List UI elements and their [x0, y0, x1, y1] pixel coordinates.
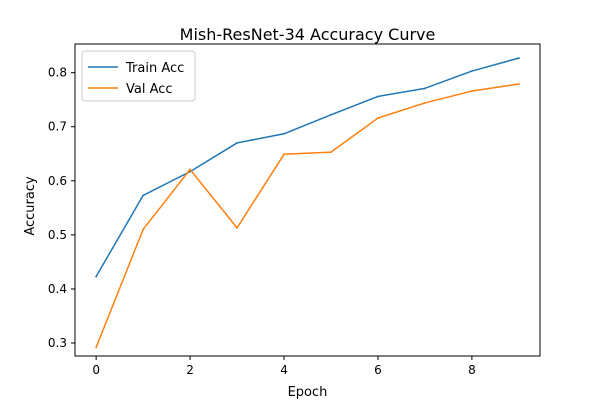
y-tick-label: 0.6: [48, 174, 67, 188]
x-axis-label: Epoch: [288, 385, 328, 400]
y-axis-label: Accuracy: [23, 176, 38, 236]
series-line-val-acc: [95, 83, 520, 349]
data-point-train-acc: [330, 113, 332, 116]
data-point-train-acc: [517, 57, 520, 59]
y-tick-label: 0.3: [48, 336, 67, 350]
data-point-val-acc: [95, 346, 98, 349]
series-line-train-acc: [95, 57, 520, 278]
y-tick-label: 0.8: [48, 66, 67, 80]
x-tick-label: 6: [374, 363, 382, 377]
x-tick-label: 2: [186, 363, 194, 377]
data-point-val-acc: [142, 228, 145, 231]
data-point-val-acc: [517, 83, 520, 85]
series-layer: [95, 57, 520, 349]
data-point-train-acc: [283, 132, 285, 135]
data-point-train-acc: [142, 194, 145, 197]
plot-frame: [74, 43, 541, 357]
x-tick-label: 4: [280, 363, 288, 377]
data-point-val-acc: [189, 168, 191, 171]
data-point-val-acc: [236, 226, 238, 229]
legend: Train Acc Val Acc: [81, 50, 196, 102]
data-point-val-acc: [330, 151, 332, 154]
data-point-train-acc: [470, 70, 473, 72]
legend-label: Val Acc: [126, 82, 173, 97]
x-tick-label: 0: [92, 363, 100, 377]
data-point-val-acc: [377, 117, 379, 119]
data-point-val-acc: [283, 153, 285, 156]
data-point-train-acc: [95, 275, 98, 278]
y-tick-label: 0.4: [48, 282, 67, 296]
chart-title: Mish-ResNet-34 Accuracy Curve: [180, 25, 436, 44]
data-point-train-acc: [236, 142, 238, 144]
data-point-val-acc: [424, 102, 426, 104]
data-point-train-acc: [377, 95, 379, 98]
data-point-val-acc: [470, 90, 473, 92]
ticks-layer: 0 2 4 6 8 0.3 0.4 0.5 0.6 0.7 0.8: [48, 66, 476, 377]
x-tick-label: 8: [468, 363, 476, 377]
legend-label: Train Acc: [125, 61, 184, 76]
data-point-train-acc: [424, 87, 426, 90]
y-tick-label: 0.7: [48, 120, 67, 134]
y-tick-label: 0.5: [48, 228, 67, 242]
